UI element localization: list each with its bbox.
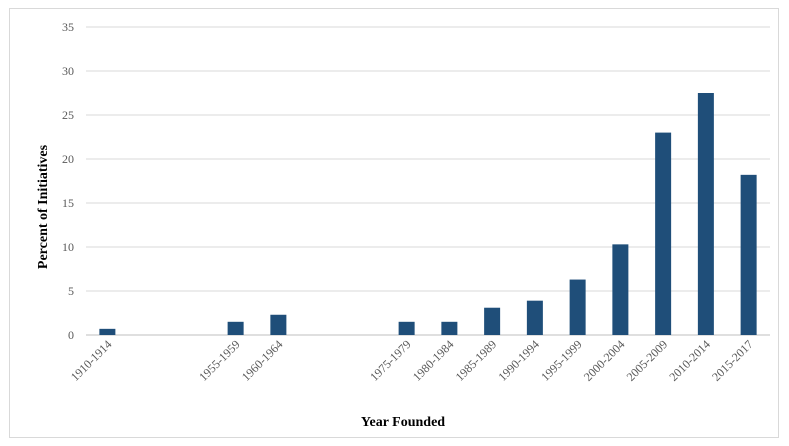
x-tick-label: 1980-1984 — [410, 337, 457, 384]
bar — [270, 314, 287, 335]
y-axis-title: Percent of Initiatives — [36, 144, 51, 269]
x-tick-label: 2010-2014 — [666, 337, 713, 384]
x-tick-label: 1975-1979 — [367, 337, 414, 384]
y-tick-label: 20 — [62, 152, 74, 166]
bar — [526, 300, 543, 335]
bar — [398, 321, 415, 335]
x-tick-label: 1955-1959 — [196, 337, 243, 384]
x-tick-label: 2000-2004 — [581, 337, 628, 384]
y-tick-label: 5 — [68, 284, 74, 298]
y-tick-label: 25 — [62, 108, 74, 122]
x-tick-label: 1985-1989 — [453, 337, 500, 384]
x-tick-label: 1960-1964 — [239, 337, 286, 384]
chart-frame — [9, 8, 779, 438]
y-tick-label: 30 — [62, 64, 74, 78]
y-tick-label: 10 — [62, 240, 74, 254]
bar — [441, 321, 458, 335]
bar — [227, 321, 244, 335]
y-tick-label: 35 — [62, 20, 74, 34]
bar — [99, 328, 116, 335]
x-axis-title: Year Founded — [361, 415, 445, 430]
x-tick-label: 1910-1914 — [68, 337, 115, 384]
bar — [697, 93, 714, 335]
x-tick-label: 2005-2009 — [624, 337, 671, 384]
bar — [484, 307, 501, 335]
y-tick-label: 15 — [62, 196, 74, 210]
bar — [612, 244, 629, 335]
x-tick-label: 1995-1999 — [538, 337, 585, 384]
y-tick-label: 0 — [68, 328, 74, 342]
bar — [740, 174, 757, 335]
bars — [99, 93, 757, 335]
y-tick-labels: 0 5 10 15 20 25 30 35 — [62, 20, 74, 342]
x-tick-label: 2015-2017 — [709, 337, 756, 384]
bar — [569, 279, 586, 335]
x-tick-label: 1990-1994 — [495, 337, 542, 384]
bar — [655, 132, 672, 335]
